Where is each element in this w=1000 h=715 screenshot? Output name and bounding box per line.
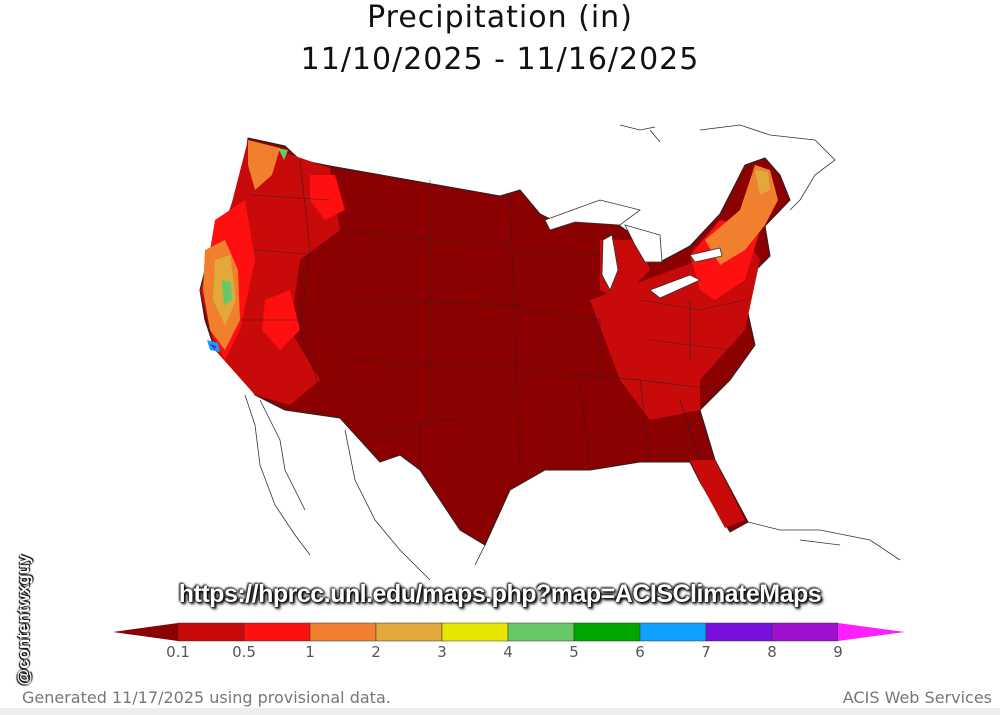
- legend-tick-label: 4: [503, 643, 513, 661]
- legend-swatch: [573, 622, 641, 642]
- legend-swatch: [243, 622, 311, 642]
- legend-arrow-low: [113, 623, 178, 641]
- legend-tick-label: 1: [305, 643, 315, 661]
- legend-swatch: [507, 622, 575, 642]
- map-title: Precipitation (in): [367, 0, 633, 35]
- legend-swatch: [771, 622, 839, 642]
- legend-tick-label: 9: [833, 643, 843, 661]
- generated-note: Generated 11/17/2025 using provisional d…: [22, 688, 391, 707]
- legend-tick-label: 2: [371, 643, 381, 661]
- legend-arrow-high: [838, 623, 905, 641]
- legend-swatch: [309, 622, 377, 642]
- legend-tick-label: 0.5: [232, 643, 256, 661]
- neighbor-coastlines: [244, 124, 901, 581]
- bottom-strip: [0, 708, 1000, 715]
- legend-tick-label: 5: [569, 643, 579, 661]
- legend-tick-label: 0.1: [166, 643, 190, 661]
- great-lakes: [544, 199, 723, 299]
- legend-tick-label: 6: [635, 643, 645, 661]
- legend-swatch: [177, 622, 245, 642]
- legend-swatch: [705, 622, 773, 642]
- legend-tick-label: 3: [437, 643, 447, 661]
- date-range: 11/10/2025 - 11/16/2025: [300, 42, 700, 77]
- url-overlay: https://hprcc.unl.edu/maps.php?map=ACISC…: [178, 580, 822, 608]
- precip-overlays: [200, 140, 778, 528]
- legend-tick-label: 8: [767, 643, 777, 661]
- legend-tick-label: 7: [701, 643, 711, 661]
- legend-swatch: [375, 622, 443, 642]
- watermark: @contentwxguy: [14, 554, 33, 686]
- state-borders: [240, 159, 746, 471]
- legend-swatch: [441, 622, 509, 642]
- source-credit: ACIS Web Services: [842, 688, 992, 707]
- legend-swatch: [639, 622, 707, 642]
